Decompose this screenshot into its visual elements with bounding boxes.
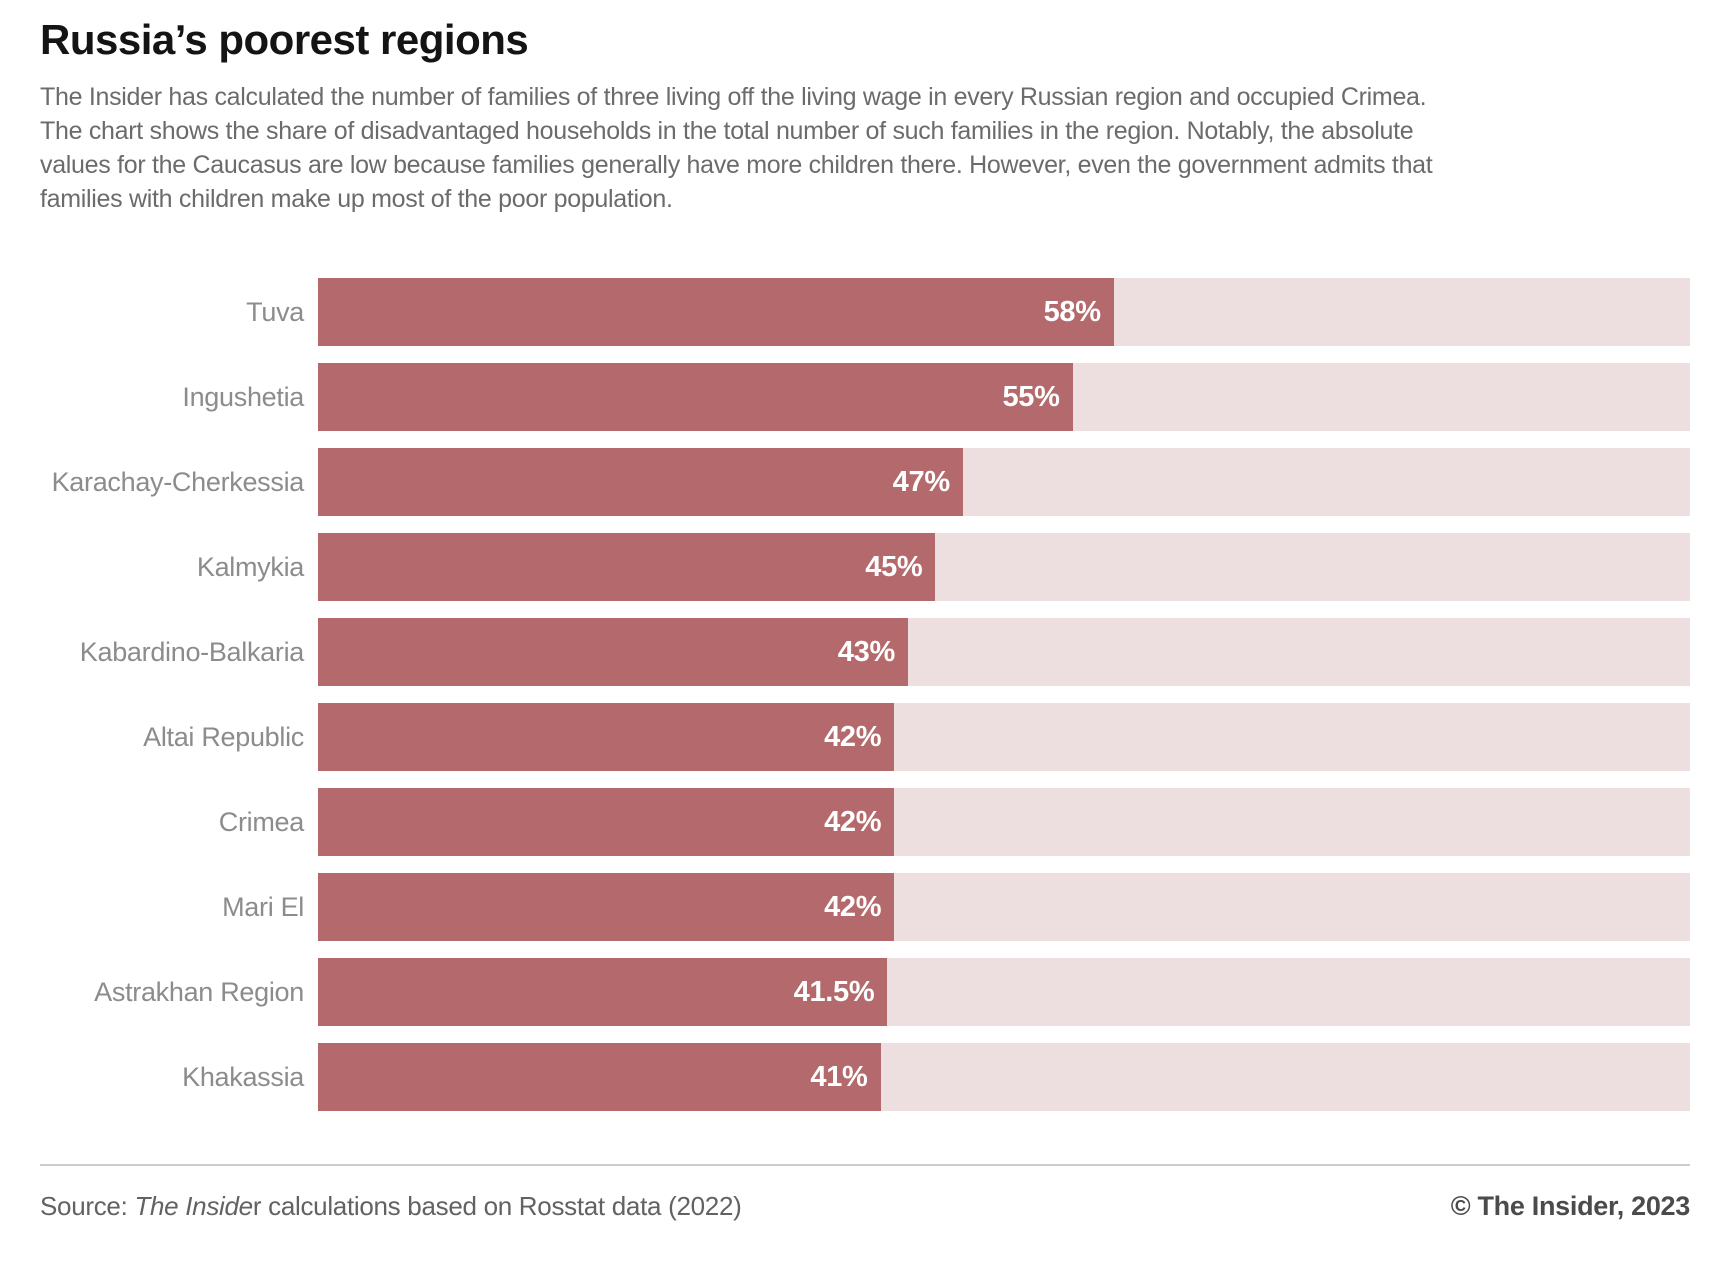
bar-row: Astrakhan Region 41.5% xyxy=(40,958,1690,1026)
bar-track: 42% xyxy=(318,703,1690,771)
bar-row: Khakassia 41% xyxy=(40,1043,1690,1111)
region-label: Astrakhan Region xyxy=(94,976,304,1007)
source-publication-name: The Inside xyxy=(134,1191,253,1221)
region-label: Karachay-Cherkessia xyxy=(51,466,305,497)
chart-subtitle: The Insider has calculated the number of… xyxy=(40,80,1690,216)
bar-value-label: 45% xyxy=(865,550,923,583)
bar-fill: 58% xyxy=(318,278,1114,346)
subtitle-line: families with children make up most of t… xyxy=(40,185,673,213)
divider xyxy=(40,1164,1690,1166)
region-label: Altai Republic xyxy=(143,721,304,752)
bar-value-label: 42% xyxy=(824,890,882,923)
chart-title: Russia’s poorest regions xyxy=(40,16,529,63)
region-label: Khakassia xyxy=(182,1061,304,1092)
bar-value-label: 41% xyxy=(810,1060,868,1093)
source-note: Source: The Insider calculations based o… xyxy=(40,1191,742,1222)
bar-value-label: 55% xyxy=(1002,380,1060,413)
bar-track: 55% xyxy=(318,363,1690,431)
bar-row: Ingushetia 55% xyxy=(40,363,1690,431)
bar-row: Crimea 42% xyxy=(40,788,1690,856)
source-prefix: Source: xyxy=(40,1191,135,1221)
footer: Source: The Insider calculations based o… xyxy=(40,1191,1690,1222)
bar-track: 47% xyxy=(318,448,1690,516)
bar-track: 58% xyxy=(318,278,1690,346)
bar-fill: 42% xyxy=(318,873,895,941)
bar-row: Tuva 58% xyxy=(40,278,1690,346)
bar-fill: 45% xyxy=(318,533,936,601)
subtitle-line: The chart shows the share of disadvantag… xyxy=(40,117,1414,145)
bar-value-label: 47% xyxy=(892,465,950,498)
bar-fill: 43% xyxy=(318,618,908,686)
bar-fill: 47% xyxy=(318,448,963,516)
bar-row: Kalmykia 45% xyxy=(40,533,1690,601)
region-label: Kalmykia xyxy=(196,551,304,582)
region-label: Crimea xyxy=(218,806,305,837)
bar-row: Mari El 42% xyxy=(40,873,1690,941)
subtitle-line: values for the Caucasus are low because … xyxy=(40,151,1433,179)
bar-value-label: 42% xyxy=(824,805,882,838)
bar-track: 43% xyxy=(318,618,1690,686)
bar-row: Karachay-Cherkessia 47% xyxy=(40,448,1690,516)
infographic: Russia’s poorest regions The Insider has… xyxy=(0,16,1732,1275)
region-label: Kabardino-Balkaria xyxy=(79,636,305,667)
bar-track: 45% xyxy=(318,533,1690,601)
region-label: Ingushetia xyxy=(182,381,304,412)
bar-value-label: 58% xyxy=(1043,295,1101,328)
bar-value-label: 41.5% xyxy=(793,975,875,1008)
copyright: © The Insider, 2023 xyxy=(1450,1191,1691,1221)
bar-track: 42% xyxy=(318,788,1690,856)
bar-value-label: 42% xyxy=(824,720,882,753)
subtitle-line: The Insider has calculated the number of… xyxy=(40,83,1427,111)
bar-fill: 42% xyxy=(318,788,895,856)
bar-fill: 55% xyxy=(318,363,1073,431)
region-label: Mari El xyxy=(222,891,304,922)
bar-track: 41.5% xyxy=(318,958,1690,1026)
bar-chart: Tuva 58% Ingushetia 55% Karachay-Cherkes… xyxy=(40,278,1690,1111)
bar-fill: 41% xyxy=(318,1043,881,1111)
bar-track: 42% xyxy=(318,873,1690,941)
bar-value-label: 43% xyxy=(837,635,895,668)
bar-fill: 42% xyxy=(318,703,895,771)
bar-row: Kabardino-Balkaria 43% xyxy=(40,618,1690,686)
bar-fill: 41.5% xyxy=(318,958,888,1026)
bar-track: 41% xyxy=(318,1043,1690,1111)
bar-row: Altai Republic 42% xyxy=(40,703,1690,771)
region-label: Tuva xyxy=(246,296,304,327)
source-suffix: r calculations based on Rosstat data (20… xyxy=(252,1191,742,1221)
